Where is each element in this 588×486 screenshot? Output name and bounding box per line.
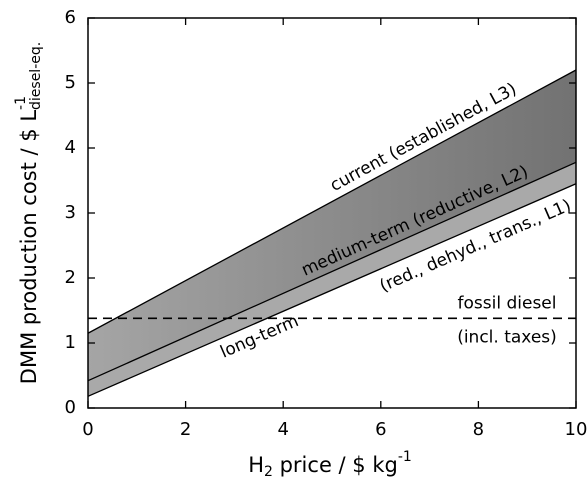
x-tick-label: 6 xyxy=(375,419,386,440)
y-tick-label: 0 xyxy=(65,397,76,418)
x-tick-label: 0 xyxy=(82,419,93,440)
annotation: (incl. taxes) xyxy=(457,327,557,347)
series-line xyxy=(87,161,577,382)
x-axis-label-part: -1 xyxy=(398,449,412,465)
band-upper xyxy=(88,70,576,381)
series-line xyxy=(87,183,577,397)
x-axis-label-part: 2 xyxy=(264,464,273,480)
x-axis-label-part: price / $ kg xyxy=(273,453,398,477)
y-tick-label: 3 xyxy=(65,202,76,223)
y-tick-label: 6 xyxy=(65,7,76,28)
x-axis-label-part: H xyxy=(248,453,264,477)
y-axis-label: DMM production cost / $ L-1diesel-eq. xyxy=(13,42,44,384)
series-line xyxy=(87,69,577,334)
y-axis-label-part: -1 xyxy=(13,96,29,110)
y-axis-label-part: DMM production cost / $ L xyxy=(17,110,41,385)
x-tick-label: 10 xyxy=(565,419,588,440)
y-tick-label: 4 xyxy=(65,137,76,158)
y-axis-label-part: diesel-eq. xyxy=(28,42,44,110)
band-lower xyxy=(88,162,576,397)
x-axis-label: H2 price / $ kg-1 xyxy=(248,449,412,480)
annotation: fossil diesel xyxy=(458,293,557,313)
x-tick-label: 8 xyxy=(473,419,484,440)
y-tick-label: 1 xyxy=(65,332,76,353)
x-tick-label: 4 xyxy=(277,419,288,440)
y-tick-label: 5 xyxy=(65,72,76,93)
x-tick-label: 2 xyxy=(180,419,191,440)
y-tick-label: 2 xyxy=(65,267,76,288)
